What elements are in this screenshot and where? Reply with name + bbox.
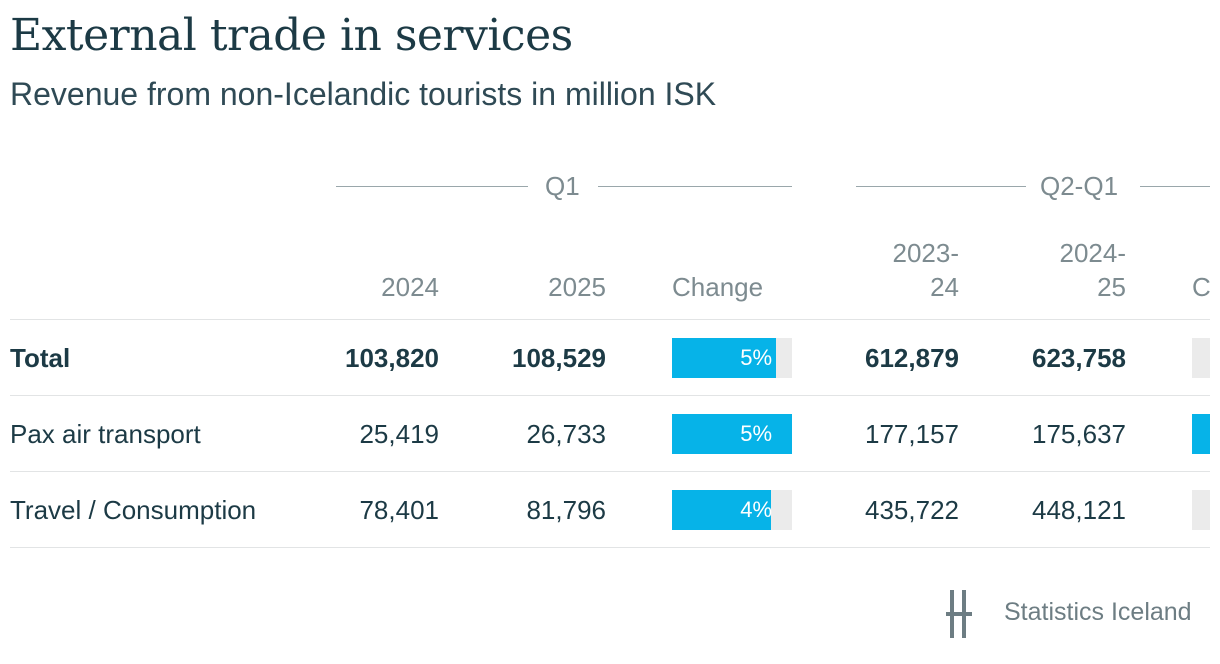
change-bar [672,414,792,454]
ytd-change-bar-background [1192,338,1210,378]
cell-q1-2024: 25,419 [359,419,439,449]
group-divider-line [856,186,1026,187]
column-header-q1-2025: 2025 [548,272,606,302]
column-header-q1-change: Change [672,272,764,302]
ytd-change-bar [1192,414,1210,454]
cell-2023-24: 435,722 [865,495,959,525]
column-header-2023-24-line1: 2023- [892,238,960,268]
chart-subtitle: Revenue from non-Icelandic tourists in m… [10,76,717,112]
group-divider-line [598,186,792,187]
change-bar [672,338,776,378]
row-label: Total [10,343,71,373]
table-rule [10,471,1210,472]
column-header-q1-2024: 2024 [381,272,439,302]
change-bar-label: 4% [740,497,772,522]
group-label-q2-q1: Q2-Q1 [1040,171,1119,201]
change-bar-label: 5% [740,345,772,370]
cell-2024-25: 623,758 [1032,343,1126,373]
column-header-2023-24-line2: 24 [930,272,959,302]
chart-title: External trade in services [10,10,573,61]
row-label: Pax air transport [10,419,201,449]
cell-q1-2024: 78,401 [359,495,439,525]
change-bar-label: 5% [740,421,772,446]
table-rule [10,395,1210,396]
column-header-2024-25-line1: 2024- [1059,238,1127,268]
cell-2023-24: 612,879 [865,343,959,373]
cell-q1-2025: 81,796 [526,495,606,525]
change-bar-background: 5% [672,338,792,378]
change-bar-background: 4% [672,490,792,530]
table-rule [10,547,1210,548]
cell-2023-24: 177,157 [865,419,959,449]
change-bar [672,490,771,530]
column-header-2024-25-line2: 25 [1097,272,1126,302]
row-label: Travel / Consumption [10,495,257,525]
cell-q1-2025: 108,529 [512,343,606,373]
cell-2024-25: 448,121 [1032,495,1126,525]
ytd-change-bar-background [1192,490,1210,530]
cell-q1-2024: 103,820 [345,343,439,373]
cell-q1-2025: 26,733 [526,419,606,449]
table-rule [10,319,1210,320]
cell-2024-25: 175,637 [1032,419,1126,449]
group-label-q1: Q1 [545,171,580,201]
column-header-ytd-change: C [1192,272,1211,302]
logo-text: Statistics Iceland [1004,598,1192,626]
change-bar-background: 5% [672,414,792,454]
group-divider-line [336,186,528,187]
group-divider-line [1140,186,1210,187]
statistics-iceland-logo-icon [946,590,972,638]
